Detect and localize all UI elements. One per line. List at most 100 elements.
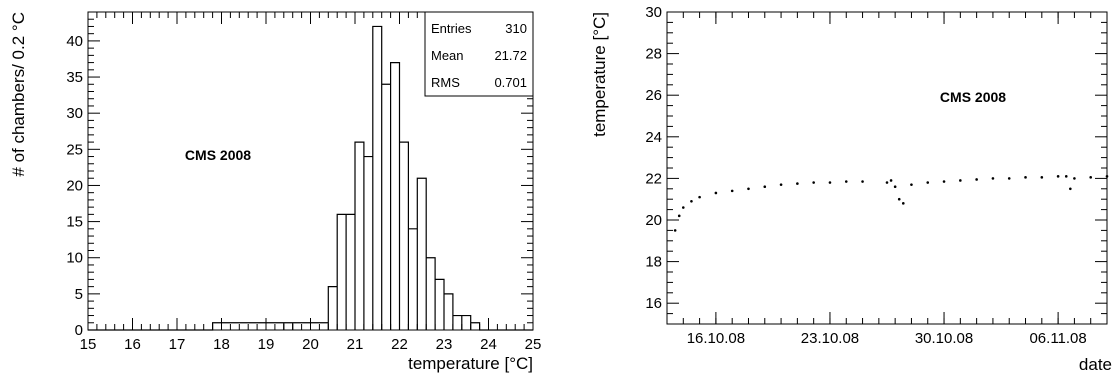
stats-label: RMS (431, 75, 460, 90)
stats-label: Entries (431, 21, 472, 36)
data-point (714, 191, 718, 195)
x-tick-label: 06.11.08 (1029, 330, 1086, 347)
data-point (910, 183, 913, 186)
data-point (1073, 177, 1076, 180)
x-tick-label: 24 (480, 336, 497, 353)
x-tick-label: 15 (80, 336, 97, 353)
data-point (698, 195, 701, 199)
histogram-bar (337, 214, 346, 330)
y-axis-title: # of chambers/ 0.2 °C (9, 12, 28, 177)
y-tick-label: 5 (75, 286, 83, 303)
data-point (1040, 176, 1044, 179)
data-point (796, 182, 799, 185)
x-tick-label: 16 (124, 336, 141, 353)
temperature-vs-date-chart: 16 18 20 22 24 26 28 30 16.10.08 23.10.08 30.10.08… (590, 4, 1112, 374)
timeseries-panel: 16 18 20 22 24 26 28 30 16.10.08 23.10.08 30.10.08… (557, 0, 1115, 376)
y-tick-label: 20 (66, 177, 83, 194)
stats-value: 21.72 (494, 48, 527, 63)
y-tick-label: 10 (66, 250, 83, 267)
x-tick-label: 20 (302, 336, 319, 353)
histogram-bar (400, 142, 409, 330)
data-point (942, 180, 946, 183)
data-point (1007, 177, 1011, 180)
histogram-bar (293, 323, 302, 330)
data-point (1105, 175, 1109, 178)
histogram-bar (426, 258, 435, 330)
data-point (893, 185, 897, 189)
x-tick-label: 21 (347, 336, 364, 353)
y-tick-label: 28 (645, 46, 662, 63)
y-tick-label: 16 (645, 295, 662, 312)
stats-value: 0.701 (494, 75, 527, 90)
data-point (889, 179, 893, 182)
data-point (681, 206, 685, 209)
cms-2008-label: CMS 2008 (185, 147, 251, 163)
y-tick-label: 40 (66, 33, 83, 50)
histogram-bar (213, 323, 222, 330)
cms-2008-label: CMS 2008 (940, 89, 1006, 105)
stats-value: 310 (505, 21, 527, 36)
x-tick-label: 17 (169, 336, 186, 353)
data-point (926, 181, 930, 184)
y-tick-label: 0 (75, 322, 83, 339)
histogram-outline (88, 25, 533, 331)
histogram-bar (346, 214, 355, 330)
x-tick-label: 23.10.08 (801, 330, 859, 347)
histogram-bar (408, 229, 417, 330)
data-point (763, 185, 767, 189)
plot-frame (666, 11, 1108, 325)
temperature-histogram-chart: 15 16 17 18 19 20 21 22 23 24 25 0 5 10 15 20 25 30 35 40 En… (9, 11, 542, 373)
x-tick-label: 23 (436, 336, 453, 353)
histogram-bar (453, 316, 462, 330)
y-tick-label: 30 (645, 4, 662, 21)
data-point (673, 229, 677, 232)
y-tick-label: 35 (66, 69, 83, 86)
y-tick-label: 30 (66, 105, 83, 122)
y-tick-label: 24 (645, 129, 662, 146)
y-tick-label: 26 (645, 87, 662, 104)
histogram-bar (471, 323, 480, 330)
data-point (1069, 187, 1072, 191)
x-tick-label: 16.10.08 (687, 330, 745, 347)
data-point (677, 214, 681, 218)
y-axis-title: temperature [°C] (590, 12, 609, 137)
data-point (779, 183, 783, 186)
y-tick-label: 22 (645, 170, 662, 187)
histogram-bar (373, 26, 382, 330)
data-point (844, 180, 848, 183)
histogram-bar (444, 294, 453, 330)
stats-label: Mean (431, 48, 464, 63)
x-axis-title: temperature [°C] (408, 354, 533, 373)
data-point (1056, 175, 1060, 178)
data-point (885, 181, 889, 184)
data-point (812, 181, 815, 184)
data-point (1064, 175, 1068, 178)
data-point (959, 179, 962, 182)
x-tick-label: 30.10.08 (915, 330, 973, 347)
x-tick-label: 25 (525, 336, 542, 353)
y-tick-label: 15 (66, 214, 83, 231)
data-point (901, 202, 905, 205)
data-point (828, 181, 832, 184)
histogram-bar (435, 279, 444, 330)
data-point (690, 199, 693, 203)
histogram-bar (355, 142, 364, 330)
x-tick-label: 22 (391, 336, 408, 353)
data-point (861, 180, 864, 183)
histogram-bar (391, 63, 400, 330)
stats-box (424, 11, 534, 97)
y-tick-label: 18 (645, 254, 662, 271)
y-tick-label: 25 (66, 141, 83, 158)
histogram-bar (328, 287, 337, 330)
x-tick-label: 19 (258, 336, 275, 353)
data-point (1024, 176, 1027, 179)
data-point (897, 197, 901, 201)
histogram-bar (364, 157, 373, 330)
data-point (975, 178, 978, 181)
histogram-bar (284, 323, 293, 330)
data-point (747, 187, 750, 191)
histogram-bar (462, 316, 471, 330)
histogram-panel: 15 16 17 18 19 20 21 22 23 24 25 0 5 10 15 20 25 30 35 40 En… (0, 0, 557, 376)
histogram-bar (382, 84, 391, 330)
x-tick-label: 18 (213, 336, 230, 353)
